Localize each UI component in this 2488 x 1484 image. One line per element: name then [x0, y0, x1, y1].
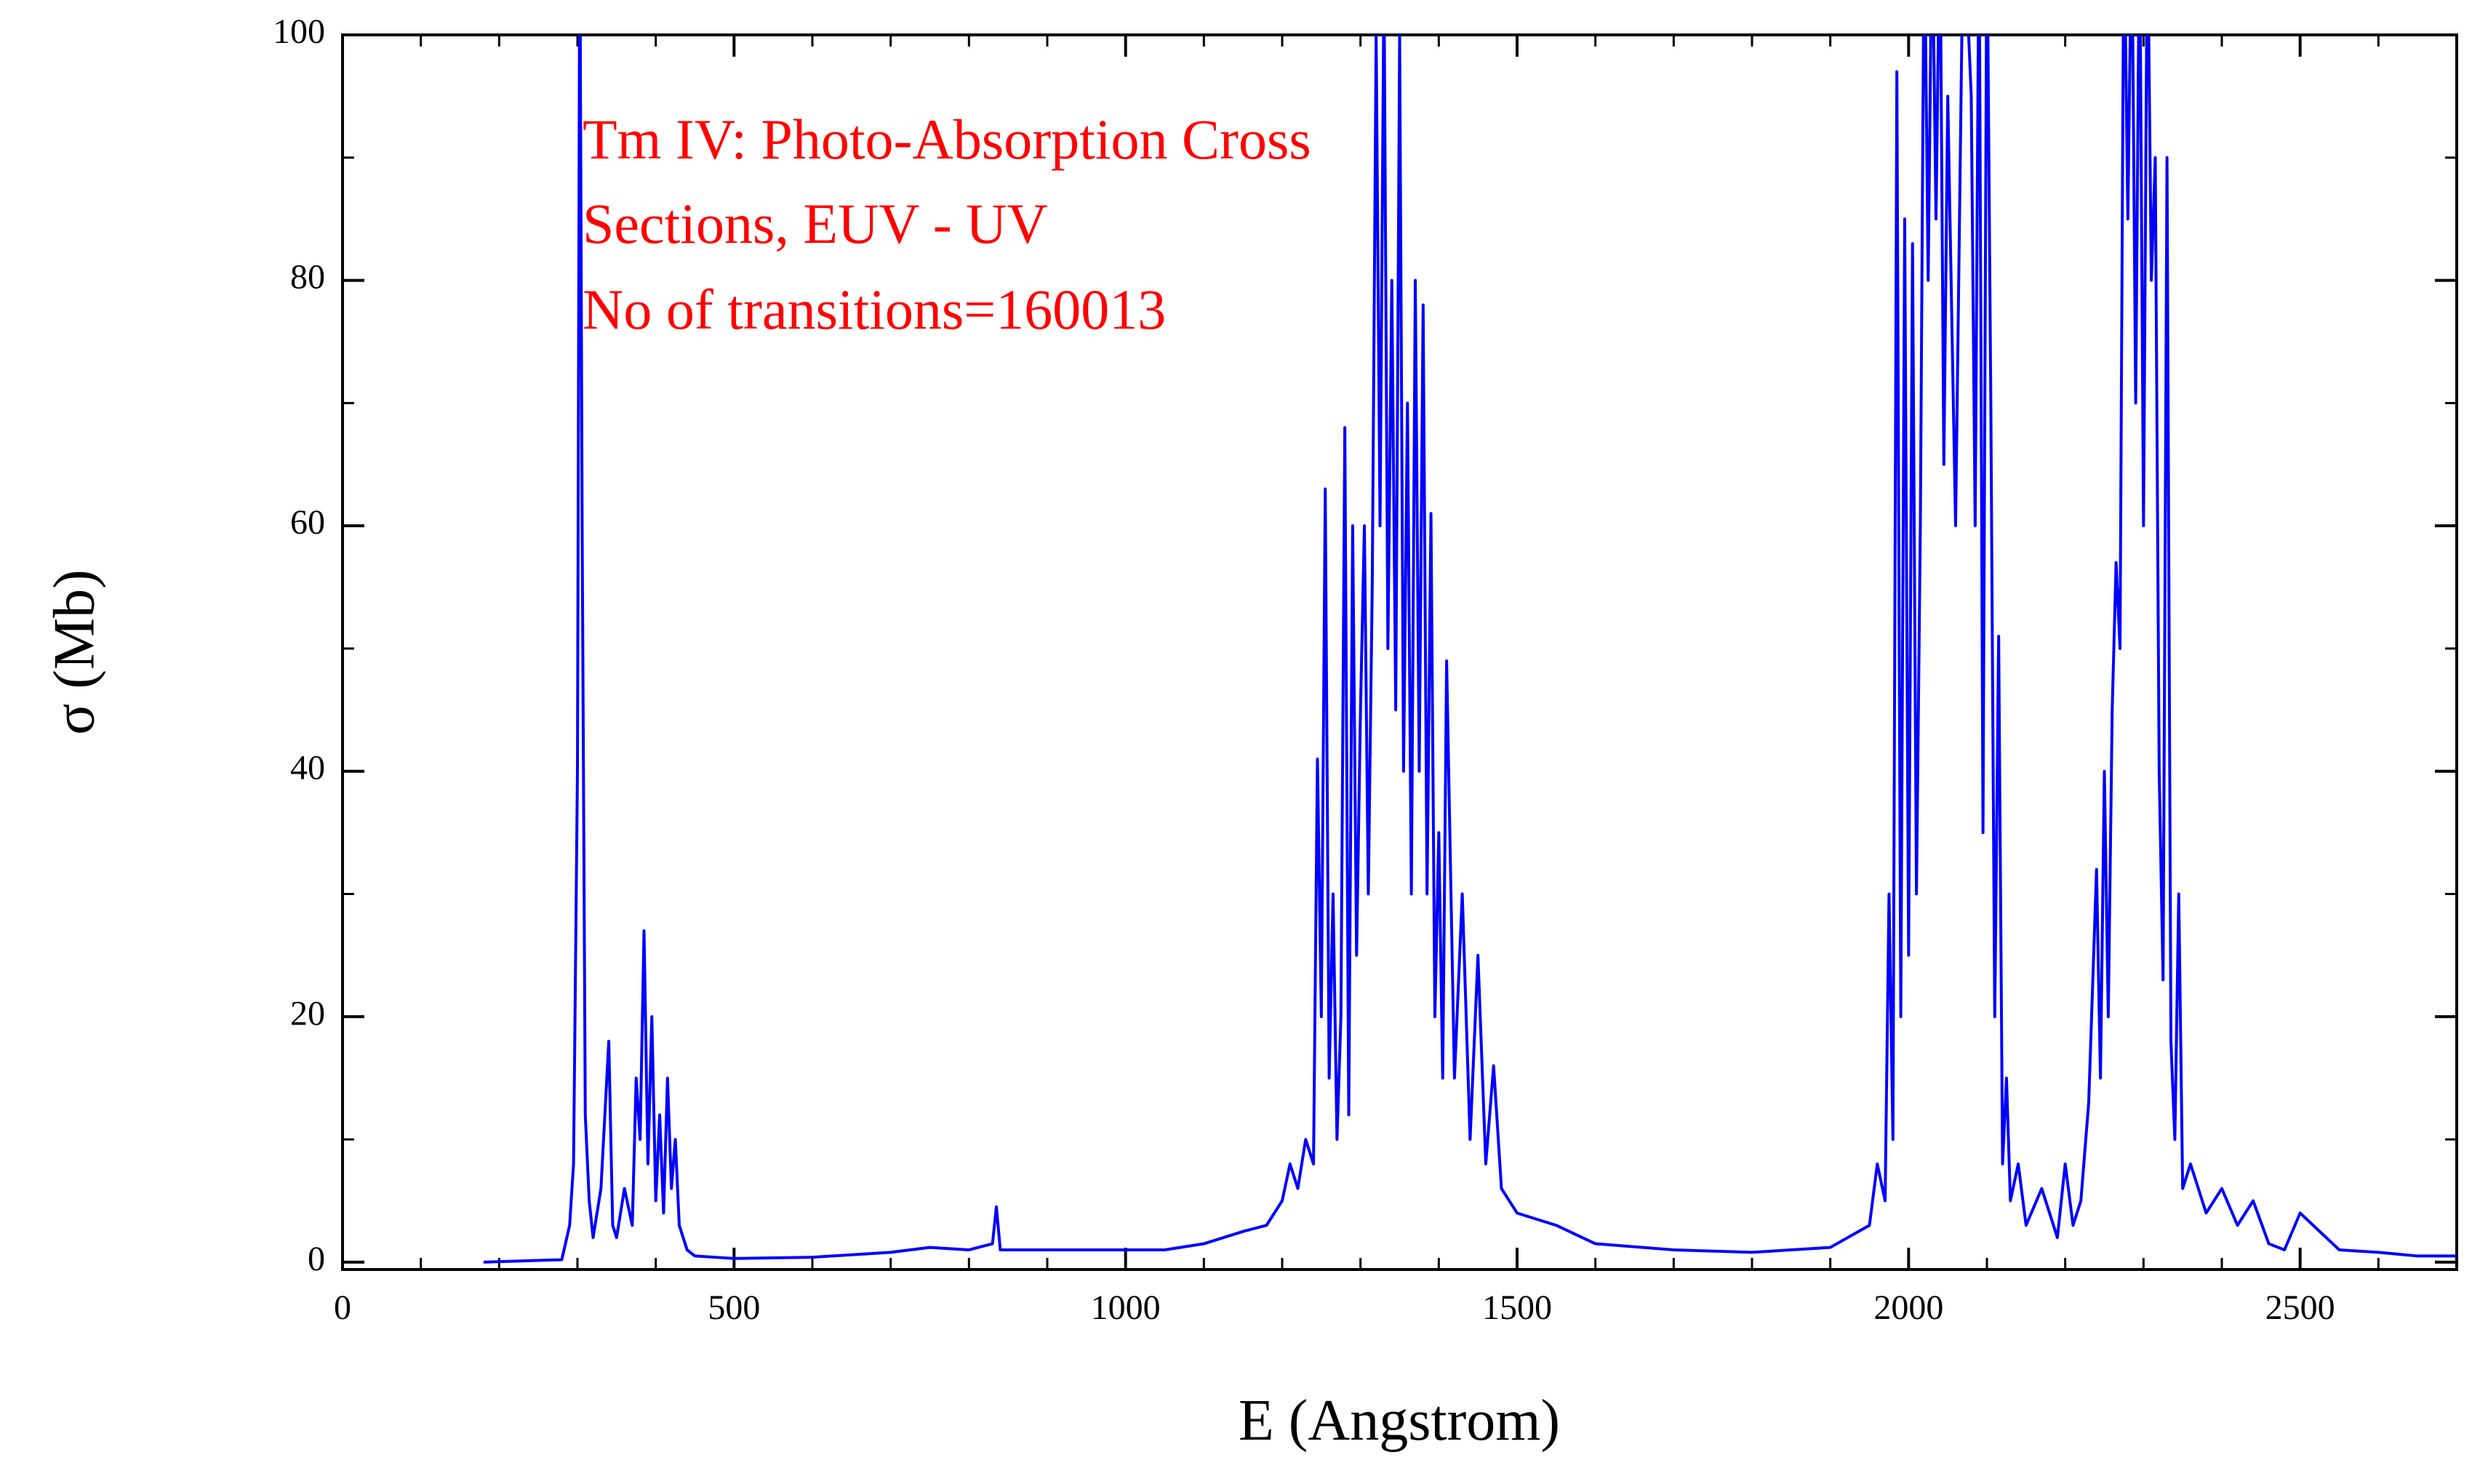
x-tick-label: 2000 [1873, 1288, 1943, 1327]
x-axis-label: E (Angstrom) [1239, 1389, 1560, 1453]
plot-area [483, 35, 2457, 1264]
y-tick-label: 60 [290, 503, 325, 542]
y-tick-label: 80 [290, 258, 325, 297]
y-tick-label: 40 [290, 749, 325, 787]
ticks: 0 500 1000 1500 2000 2500 0 20 40 60 80 100 [273, 12, 2457, 1327]
y-tick-label: 100 [273, 12, 325, 51]
annotation: No of transitions=160013 [583, 278, 1166, 341]
x-tick-label: 500 [708, 1288, 760, 1327]
y-tick-label: 0 [308, 1240, 325, 1278]
y-tick-label: 20 [290, 994, 325, 1032]
x-tick-label: 0 [334, 1288, 351, 1327]
y-axis-label: σ (Mb) [42, 569, 106, 735]
x-tick-label: 2500 [2265, 1288, 2335, 1327]
annotation: Tm IV: Photo-Absorption Cross [583, 108, 1311, 171]
annotation: Sections, EUV - UV [583, 192, 1048, 255]
x-tick-label: 1500 [1482, 1288, 1552, 1327]
x-tick-label: 1000 [1091, 1288, 1161, 1327]
data-line [483, 35, 2457, 1264]
